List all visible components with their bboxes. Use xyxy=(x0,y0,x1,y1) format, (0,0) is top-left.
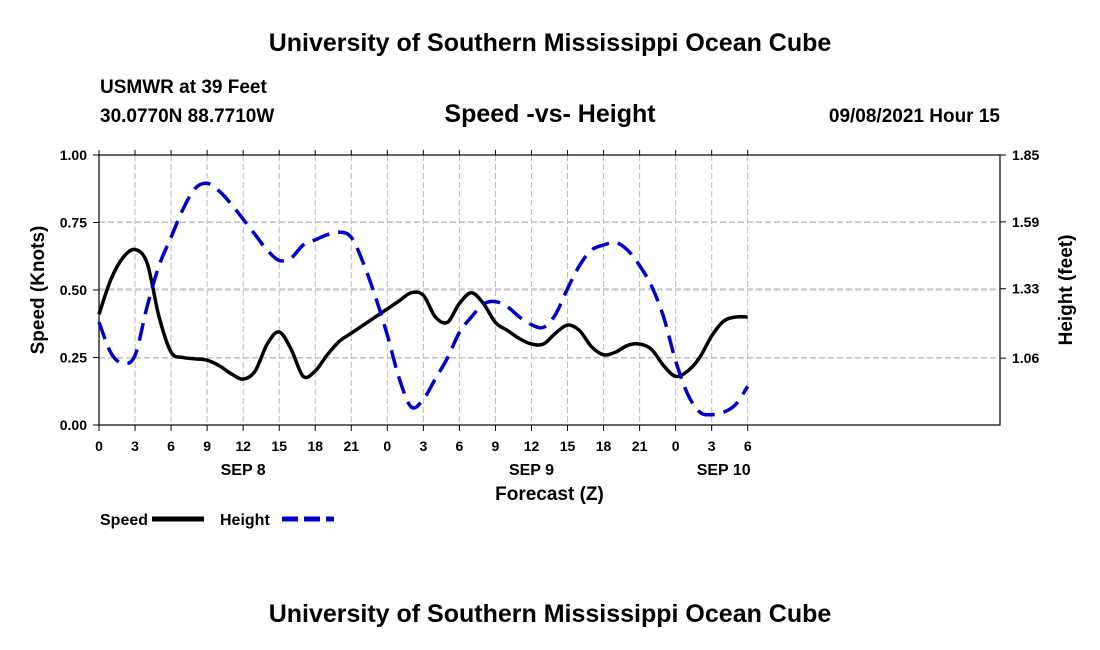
y-left-tick-label: 0.75 xyxy=(60,215,87,231)
x-tick-label: 18 xyxy=(307,438,323,454)
x-axis-title: Forecast (Z) xyxy=(495,484,604,505)
legend-label-speed: Speed xyxy=(100,512,148,529)
x-tick-label: 15 xyxy=(271,438,287,454)
coordinates-label: 30.0770N 88.7710W xyxy=(100,106,275,127)
y-right-tick-label: 1.59 xyxy=(1012,214,1039,230)
x-tick-label: 9 xyxy=(492,438,500,454)
date-label: SEP 8 xyxy=(221,462,266,479)
y-right-axis-title: Height (feet) xyxy=(1056,235,1077,346)
datetime-label: 09/08/2021 Hour 15 xyxy=(828,106,1000,127)
x-tick-label: 6 xyxy=(167,438,175,454)
chart-subtitle: Speed -vs- Height xyxy=(444,100,656,128)
x-tick-label: 0 xyxy=(95,438,103,454)
x-tick-label: 21 xyxy=(343,438,359,454)
y-right-tick-label: 1.06 xyxy=(1012,350,1039,366)
x-tick-label: 3 xyxy=(131,438,139,454)
x-tick-label: 15 xyxy=(560,438,576,454)
x-tick-label: 21 xyxy=(632,438,648,454)
x-tick-label: 0 xyxy=(672,438,680,454)
y-left-tick-label: 0.25 xyxy=(60,350,87,366)
date-label: SEP 9 xyxy=(509,462,554,479)
x-tick-label: 3 xyxy=(708,438,716,454)
x-tick-label: 12 xyxy=(524,438,540,454)
x-tick-label: 6 xyxy=(744,438,752,454)
x-tick-label: 18 xyxy=(596,438,612,454)
x-tick-label: 6 xyxy=(456,438,464,454)
legend-label-height: Height xyxy=(220,512,270,529)
y-right-tick-label: 1.33 xyxy=(1012,281,1039,297)
series-line-height xyxy=(97,181,750,417)
y-left-tick-label: 0.50 xyxy=(60,282,87,298)
x-tick-label: 3 xyxy=(419,438,427,454)
date-label: SEP 10 xyxy=(697,462,751,479)
x-tick-label: 0 xyxy=(383,438,391,454)
y-left-tick-label: 0.00 xyxy=(60,417,87,433)
x-tick-label: 9 xyxy=(203,438,211,454)
y-left-axis-title: Speed (Knots) xyxy=(28,226,49,355)
y-left-tick-label: 1.00 xyxy=(60,147,87,163)
station-label: USMWR at 39 Feet xyxy=(100,77,267,98)
series-line-speed xyxy=(97,247,748,381)
page-title: University of Southern Mississippi Ocean… xyxy=(268,29,832,57)
x-tick-label: 12 xyxy=(235,438,251,454)
y-right-tick-label: 1.85 xyxy=(1012,147,1039,163)
page-footer-title: University of Southern Mississippi Ocean… xyxy=(268,600,832,628)
